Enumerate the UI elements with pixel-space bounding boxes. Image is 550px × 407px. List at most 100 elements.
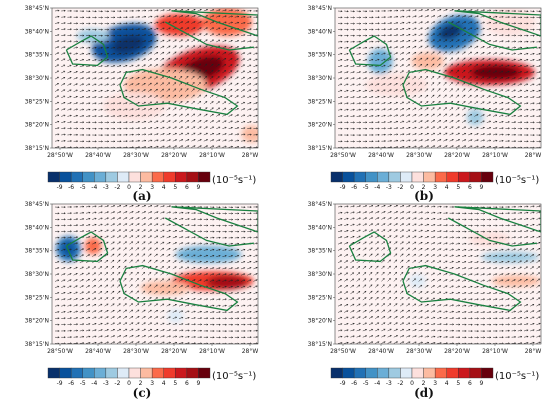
colorbar-label: 9 <box>480 184 484 191</box>
colorbar-label: -6 <box>351 380 357 387</box>
colorbar-unit: (10⁻⁵s⁻¹) <box>495 175 539 186</box>
colorbar-label: 0 <box>127 184 131 191</box>
coastline <box>402 264 522 312</box>
panel-label-b: (b) <box>414 189 434 203</box>
colorbar-swatch <box>198 367 211 379</box>
lat-tick-label: 38°35'N <box>308 52 332 59</box>
lat-tick-label: 38°25'N <box>25 294 49 301</box>
colorbar-unit: (10⁻⁵s⁻¹) <box>495 371 539 382</box>
colorbar-swatch <box>70 171 83 183</box>
colorbar-swatch <box>481 367 494 379</box>
colorbar-d: -9 -6 -5 -4 -3 -2 0 2 3 4 5 6 9 (10⁻⁵s⁻¹) <box>330 367 539 387</box>
lon-tick-label: 28°20'W <box>444 152 470 159</box>
colorbar-label: 0 <box>410 184 414 191</box>
panel-label-a: (a) <box>132 189 152 203</box>
vorticity-field <box>409 274 426 288</box>
colorbar-label: -6 <box>351 184 357 191</box>
vorticity-field <box>241 125 258 143</box>
coastline <box>447 217 537 247</box>
vorticity-field <box>466 108 484 126</box>
colorbar-swatch <box>140 367 153 379</box>
lat-tick-label: 38°20'N <box>308 318 332 325</box>
colorbar-label: 6 <box>468 184 472 191</box>
colorbar-swatch <box>400 171 413 183</box>
colorbar-unit: (10⁻⁵s⁻¹) <box>212 175 256 186</box>
lon-tick-label: 28°10'W <box>482 152 508 159</box>
colorbar-swatch <box>117 171 130 183</box>
colorbar-swatch <box>458 171 471 183</box>
coastline <box>164 217 254 247</box>
colorbar-swatch <box>411 367 424 379</box>
colorbar-swatch <box>59 171 72 183</box>
lat-tick-label: 38°20'N <box>25 122 49 129</box>
colorbar-label: 3 <box>433 380 437 387</box>
lon-tick-label: 28°10'W <box>199 152 225 159</box>
lon-tick-label: 28°50'W <box>47 152 73 159</box>
lon-tick-label: 28°30'W <box>406 348 432 355</box>
colorbar-label: 6 <box>185 184 189 191</box>
lon-tick-label: 28°30'W <box>406 152 432 159</box>
lon-tick-label: 28°20'W <box>161 152 187 159</box>
coastline <box>119 68 239 116</box>
coastline <box>454 206 541 233</box>
colorbar-swatch <box>353 367 366 379</box>
colorbar-label: -2 <box>114 184 120 191</box>
colorbar-swatch <box>342 367 355 379</box>
colorbar-label: 3 <box>150 380 154 387</box>
colorbar-label: 9 <box>480 380 484 387</box>
vorticity-field <box>411 52 445 70</box>
lat-tick-label: 38°35'N <box>25 248 49 255</box>
lat-tick-label: 38°15'N <box>308 145 332 152</box>
lat-tick-label: 38°45'N <box>308 201 332 208</box>
colorbar-label: -5 <box>80 380 86 387</box>
coastline <box>454 10 541 37</box>
colorbar-label: 4 <box>445 380 449 387</box>
colorbar-swatch <box>47 367 60 379</box>
colorbar-swatch <box>446 367 459 379</box>
lat-tick-label: 38°40'N <box>25 28 49 35</box>
lat-tick-label: 38°30'N <box>25 271 49 278</box>
colorbar-swatch <box>163 171 176 183</box>
coastline <box>402 68 522 116</box>
colorbar-label: 2 <box>422 380 426 387</box>
colorbar-label: -2 <box>397 184 403 191</box>
lon-tick-label: 28°20'W <box>444 348 470 355</box>
map-background <box>335 204 541 344</box>
vorticity-field <box>112 35 145 54</box>
wind-vectors <box>337 204 541 344</box>
lat-tick-label: 38°35'N <box>25 52 49 59</box>
colorbar-swatch <box>186 367 199 379</box>
colorbar-label: -4 <box>91 184 97 191</box>
colorbar-swatch <box>469 367 482 379</box>
lon-tick-label: 28°50'W <box>330 348 356 355</box>
colorbar-label: 5 <box>456 380 460 387</box>
coastline <box>447 21 537 51</box>
colorbar-label: 4 <box>162 184 166 191</box>
colorbar-swatch <box>377 171 390 183</box>
lat-tick-label: 38°35'N <box>308 248 332 255</box>
colorbar-label: 3 <box>433 184 437 191</box>
colorbar-label: -4 <box>374 184 380 191</box>
colorbar-swatch <box>469 171 482 183</box>
lat-tick-label: 38°40'N <box>308 224 332 231</box>
colorbar-swatch <box>59 367 72 379</box>
lon-tick-label: 28°40'W <box>85 348 111 355</box>
colorbar-label: 2 <box>422 184 426 191</box>
colorbar-swatch <box>70 367 83 379</box>
colorbar-swatch <box>128 367 141 379</box>
vorticity-field <box>202 8 252 36</box>
colorbar-swatch <box>400 367 413 379</box>
colorbar-label: -2 <box>397 380 403 387</box>
vorticity-field <box>485 8 535 36</box>
colorbar-label: -5 <box>363 184 369 191</box>
vorticity-field <box>175 246 242 263</box>
colorbar-label: -5 <box>363 380 369 387</box>
lon-tick-label: 28°W <box>242 152 259 159</box>
colorbar-label: 0 <box>127 380 131 387</box>
lon-tick-label: 28°40'W <box>85 152 111 159</box>
lat-tick-label: 38°30'N <box>308 271 332 278</box>
colorbar-swatch <box>105 367 118 379</box>
colorbar-swatch <box>481 171 494 183</box>
colorbar-swatch <box>365 367 378 379</box>
colorbar-label: 5 <box>173 184 177 191</box>
